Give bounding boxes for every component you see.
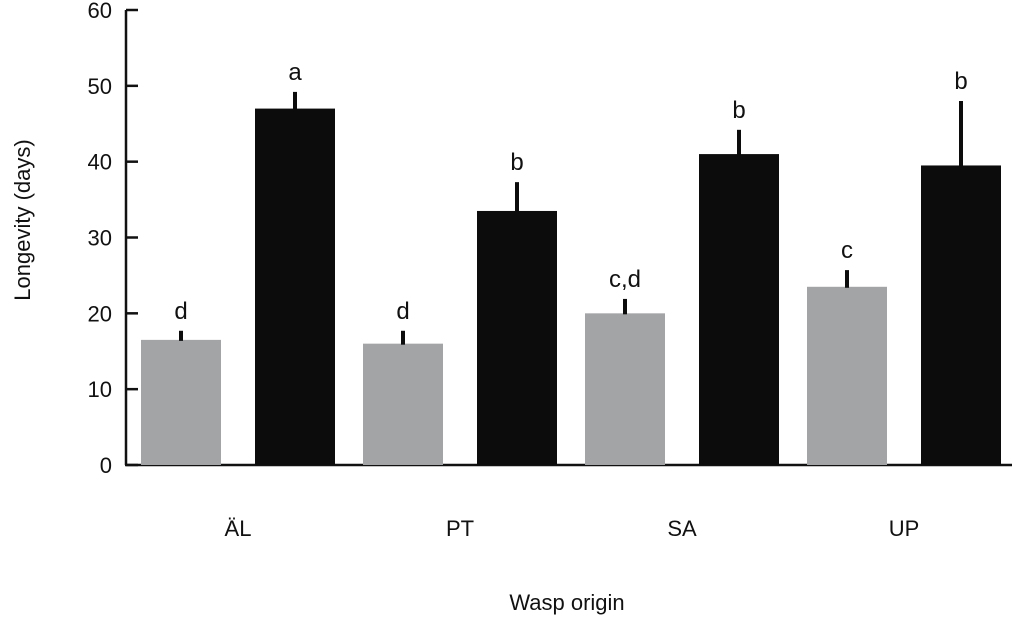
category-labels: ÄL PT SA UP — [225, 516, 920, 541]
y-tick-label: 10 — [88, 377, 112, 402]
x-category-label: UP — [889, 516, 920, 541]
bar — [255, 108, 335, 465]
y-tick-label: 40 — [88, 150, 112, 175]
bar — [363, 343, 443, 465]
x-axis-title: Wasp origin — [509, 590, 624, 615]
bar — [921, 165, 1001, 466]
significance-letter: a — [288, 59, 302, 86]
bar — [141, 339, 221, 465]
significance-letter: c — [841, 237, 853, 264]
x-category-label: PT — [446, 516, 474, 541]
y-tick-label: 50 — [88, 74, 112, 99]
significance-letter: b — [954, 68, 967, 95]
y-axis-title: Longevity (days) — [10, 139, 35, 300]
bar — [477, 210, 557, 465]
bars-layer: d a d b c,d b c b — [141, 59, 1001, 466]
bar — [699, 154, 779, 466]
y-tick-label: 60 — [88, 0, 112, 23]
bar — [585, 313, 665, 465]
y-tick-label: 0 — [100, 453, 112, 478]
bar — [807, 286, 887, 465]
significance-letter: c,d — [609, 266, 641, 293]
significance-letter: b — [510, 149, 523, 176]
y-tick-label: 20 — [88, 301, 112, 326]
significance-letter: d — [174, 298, 187, 325]
y-tick-label: 30 — [88, 226, 112, 251]
significance-letter: b — [732, 97, 745, 124]
y-axis-ticks: 0 10 20 30 40 50 60 — [88, 0, 138, 478]
x-category-label: ÄL — [225, 516, 252, 541]
x-category-label: SA — [667, 516, 697, 541]
significance-letter: d — [396, 298, 409, 325]
